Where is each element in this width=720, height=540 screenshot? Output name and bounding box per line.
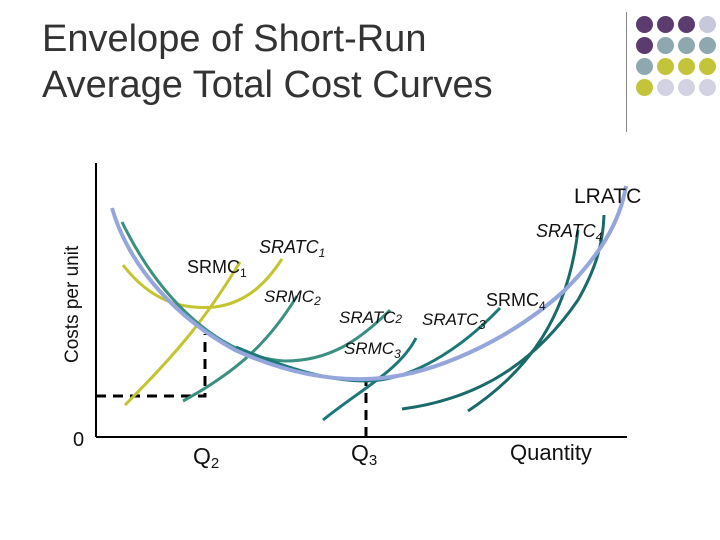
decor-dot bbox=[657, 16, 674, 33]
decor-dot bbox=[678, 37, 695, 54]
decor-dot bbox=[636, 16, 653, 33]
srmc4-curve bbox=[467, 229, 580, 413]
q3-subscript: 3 bbox=[369, 452, 377, 469]
srmc3-sub: 3 bbox=[394, 347, 401, 361]
decor-dot bbox=[678, 16, 695, 33]
sratc3-main: SRATC bbox=[422, 310, 479, 329]
srmc4-sub: 4 bbox=[539, 299, 546, 313]
decor-dot bbox=[678, 79, 695, 96]
decor-dot bbox=[699, 79, 716, 96]
sratc2-curve bbox=[120, 221, 392, 363]
decor-dot bbox=[678, 58, 695, 75]
decor-divider bbox=[626, 12, 627, 132]
q3-tick-label: Q3 bbox=[351, 440, 377, 469]
q2-tick-label: Q2 bbox=[193, 443, 219, 472]
sratc2-label: SRATC2 bbox=[339, 308, 402, 327]
srmc1-label: SRMC1 bbox=[187, 257, 247, 280]
decor-dot bbox=[657, 37, 674, 54]
sratc1-sub: 1 bbox=[319, 246, 326, 260]
q2-letter: Q bbox=[193, 443, 211, 469]
slide-title: Envelope of Short-Run Average Total Cost… bbox=[42, 16, 493, 108]
sratc1-curve bbox=[121, 258, 284, 309]
decor-dot bbox=[699, 58, 716, 75]
decor-dot bbox=[657, 58, 674, 75]
sratc4-label: SRATC4 bbox=[536, 221, 603, 244]
q2-dashed-guide bbox=[96, 334, 207, 398]
sratc2-main: SRATC bbox=[339, 308, 396, 327]
decor-dot bbox=[657, 79, 674, 96]
lratc-label: LRATC bbox=[574, 185, 641, 208]
sratc3-label: SRATC3 bbox=[422, 310, 486, 332]
q2-subscript: 2 bbox=[211, 455, 219, 472]
sratc3-sub: 3 bbox=[478, 317, 486, 332]
srmc4-label: SRMC4 bbox=[486, 290, 546, 313]
q3-letter: Q bbox=[351, 440, 369, 466]
sratc3-curve bbox=[235, 306, 502, 383]
decor-dot bbox=[699, 16, 716, 33]
srmc4-main: SRMC bbox=[486, 290, 539, 310]
decor-dot bbox=[636, 58, 653, 75]
lratc-curve bbox=[110, 185, 628, 382]
title-line-1: Envelope of Short-Run bbox=[42, 18, 427, 60]
sratc4-main: SRATC bbox=[536, 221, 597, 241]
srmc3-label: SRMC3 bbox=[344, 339, 401, 361]
srmc3-main: SRMC bbox=[344, 339, 395, 358]
srmc1-curve bbox=[123, 261, 242, 407]
sratc1-label: SRATC1 bbox=[259, 237, 325, 260]
decor-dot bbox=[699, 37, 716, 54]
decor-dot bbox=[636, 79, 653, 96]
y-axis-label: Costs per unit bbox=[62, 245, 83, 363]
title-line-2: Average Total Cost Curves bbox=[42, 64, 493, 106]
sratc2-sub: 2 bbox=[394, 312, 402, 326]
srmc2-main: SRMC bbox=[264, 287, 315, 306]
srmc2-label: SRMC2 bbox=[264, 287, 321, 308]
origin-label: 0 bbox=[73, 429, 84, 451]
decor-dot bbox=[636, 37, 653, 54]
x-axis-label: Quantity bbox=[510, 440, 592, 465]
srmc1-main: SRMC bbox=[187, 257, 240, 277]
srmc1-sub: 1 bbox=[240, 266, 247, 280]
sratc4-sub: 4 bbox=[596, 230, 603, 244]
sratc1-main: SRATC bbox=[259, 237, 320, 257]
srmc2-sub: 2 bbox=[313, 294, 321, 308]
